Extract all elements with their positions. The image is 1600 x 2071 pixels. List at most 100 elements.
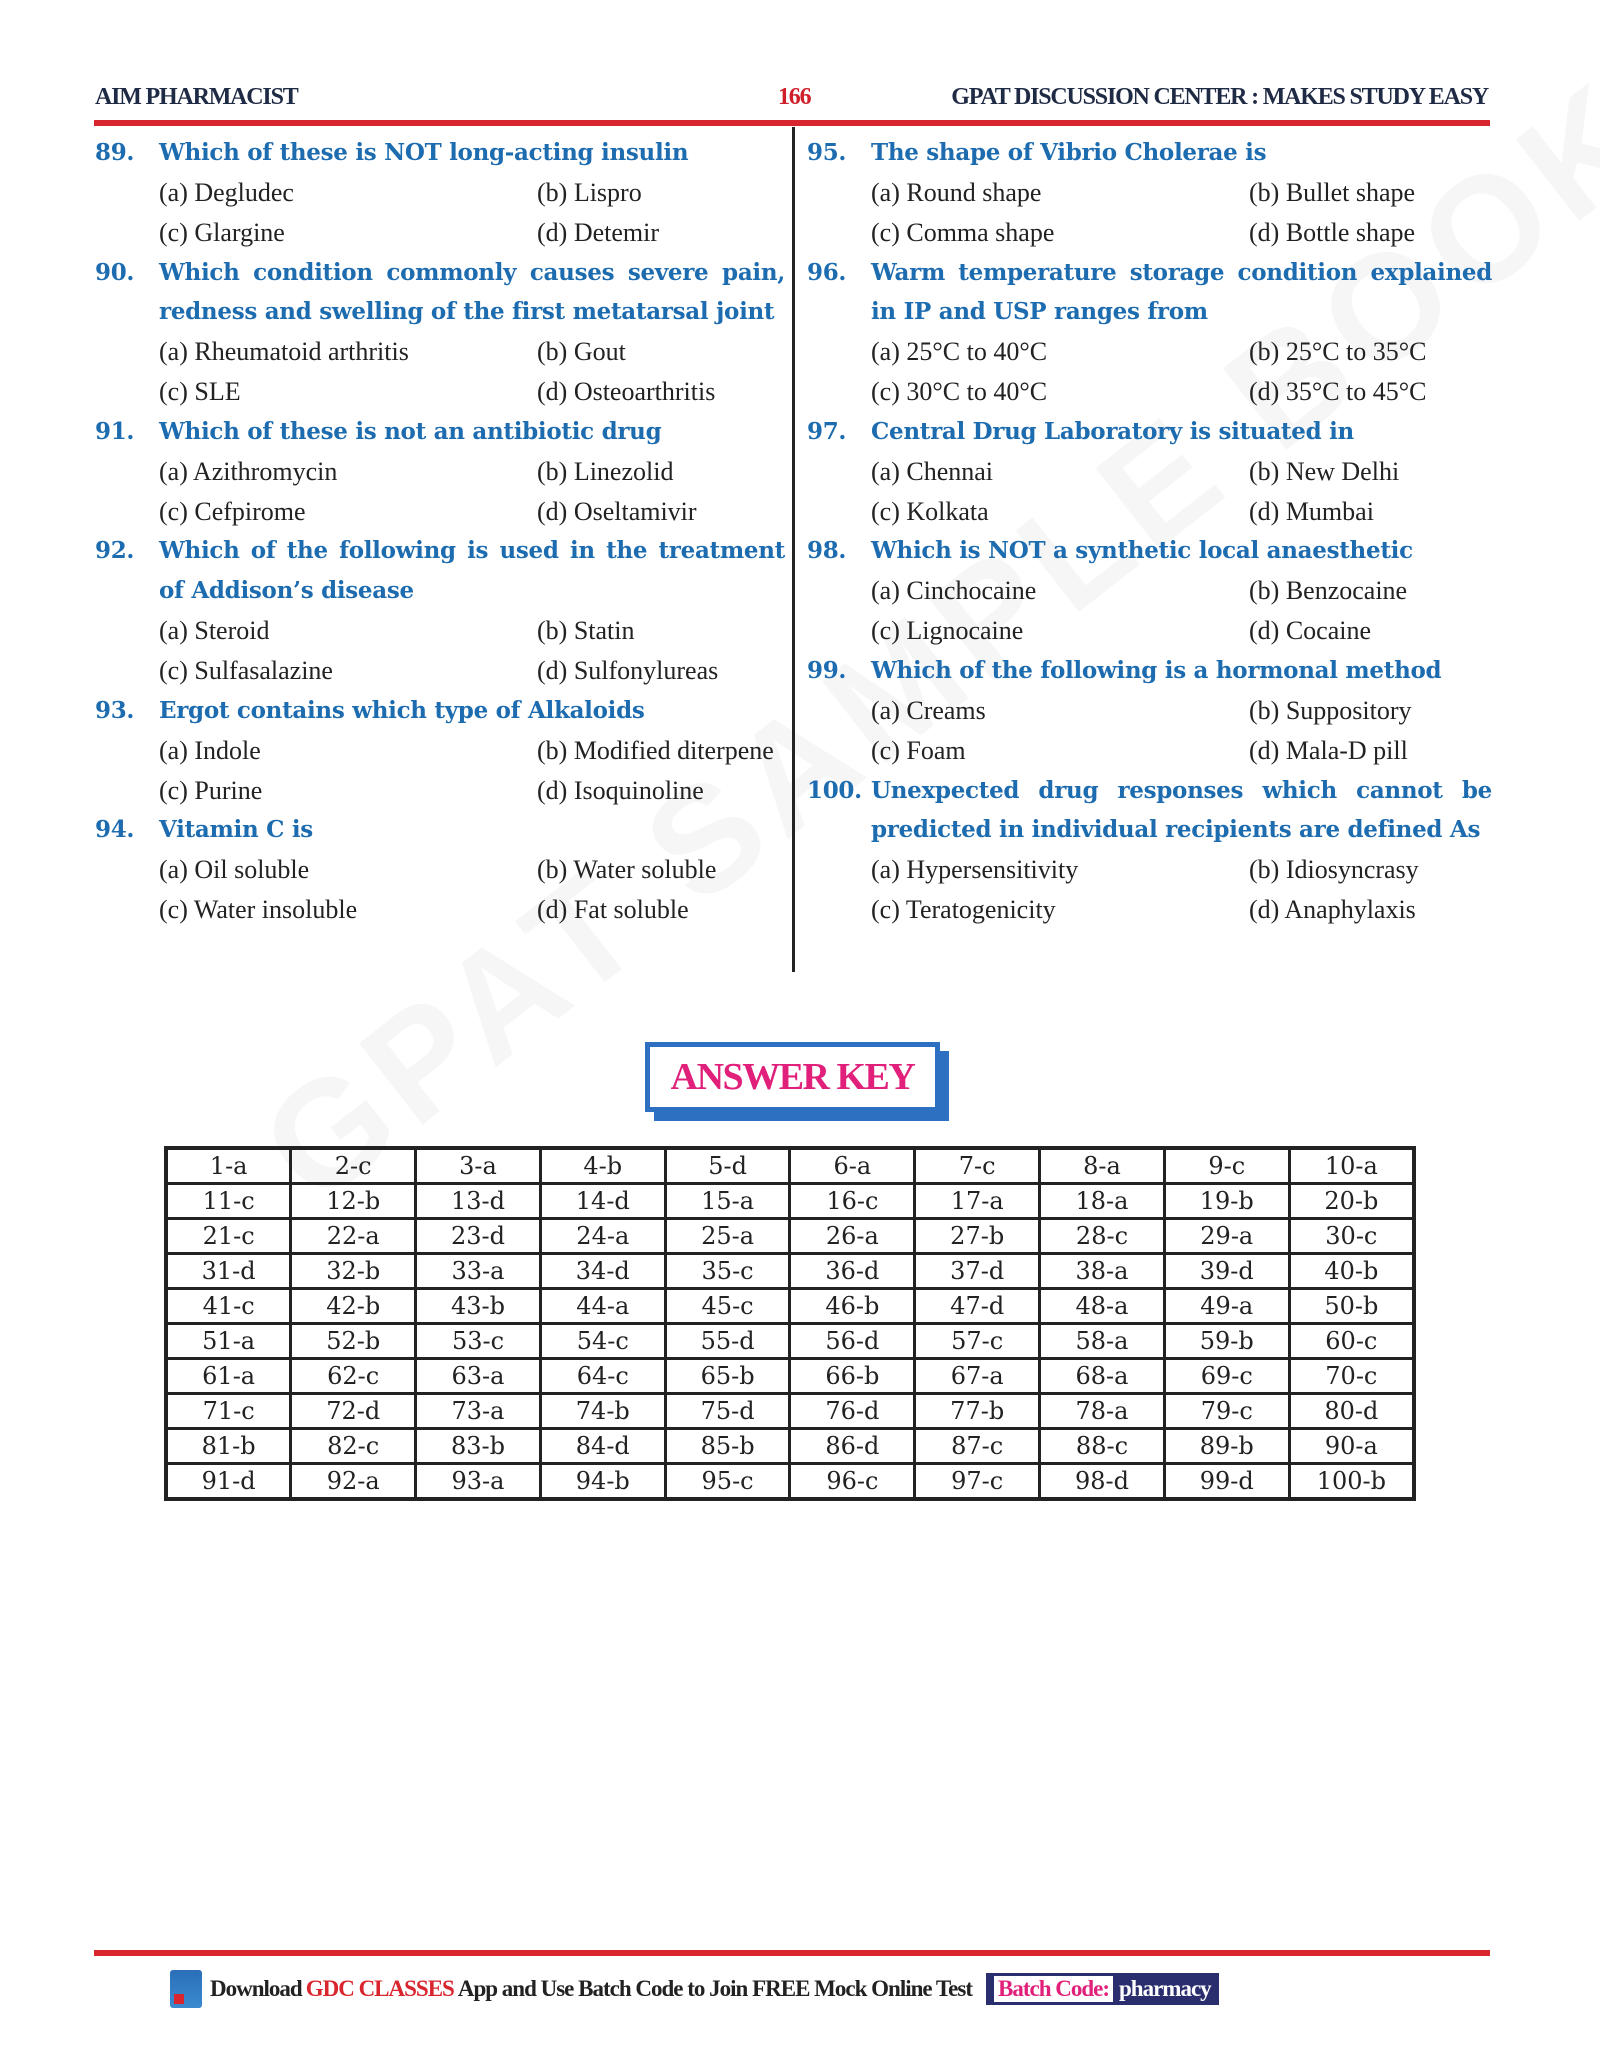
question-stem: The shape of Vibrio Cholerae is bbox=[871, 139, 1267, 166]
question-stem: Central Drug Laboratory is situated in bbox=[871, 417, 1354, 445]
answer-key-cell: 14-d bbox=[538, 1182, 667, 1220]
answer-key-cell: 25-a bbox=[663, 1217, 792, 1255]
question-text: 96. Warm temperature storage condition ex… bbox=[807, 253, 1492, 333]
answer-key-cell: 51-a bbox=[164, 1322, 293, 1360]
question-number: 90. bbox=[95, 258, 135, 286]
right-column: 95. The shape of Vibrio Cholerae is (a) Ro… bbox=[807, 133, 1492, 930]
answer-key-cell: 4-b bbox=[538, 1146, 667, 1185]
option: (a) Hypersensitivity bbox=[871, 855, 1079, 885]
options: (a) Hypersensitivity (b) Idiosyncrasy (c) … bbox=[807, 850, 1492, 930]
answer-key-row: 41-c 42-b 43-b 44-a 45-c 46-b 47-d 48-a 49-a 50-b bbox=[164, 1287, 1416, 1325]
question-stem: Ergot contains which type of Alkaloids bbox=[159, 696, 645, 724]
options: (a) Steroid (b) Statin (c) Sulfasalazine (d… bbox=[95, 611, 785, 691]
answer-key-cell: 8-a bbox=[1038, 1146, 1166, 1185]
answer-key-cell: 68-a bbox=[1038, 1357, 1166, 1395]
option: (c) Lignocaine bbox=[871, 616, 1024, 646]
option: (a) Indole bbox=[159, 735, 261, 765]
answer-key-cell: 55-d bbox=[663, 1322, 792, 1360]
question-block: 94. Vitamin C is (a) Oil soluble (b) Water … bbox=[95, 810, 785, 930]
answer-key-cell: 30-c bbox=[1287, 1217, 1416, 1255]
answer-key-cell: 62-c bbox=[289, 1357, 418, 1395]
option-row: (c) Kolkata (d) Mumbai bbox=[871, 492, 1492, 532]
answer-key-cell: 24-a bbox=[538, 1217, 667, 1255]
question-number: 100. bbox=[807, 776, 862, 804]
answer-key-cell: 70-c bbox=[1287, 1357, 1416, 1395]
answer-key-cell: 47-d bbox=[913, 1287, 1042, 1325]
options: (a) Cinchocaine (b) Benzocaine (c) Lignoca… bbox=[807, 571, 1492, 651]
option: (b) Bullet shape bbox=[1249, 177, 1416, 207]
option-row: (a) 25°C to 40°C (b) 25°C to 35°C bbox=[871, 332, 1492, 372]
option: (c) SLE bbox=[159, 377, 241, 407]
answer-key-cell: 20-b bbox=[1287, 1182, 1416, 1220]
option: (b) Modified diterpene bbox=[537, 735, 774, 765]
option: (b) Linezolid bbox=[537, 456, 674, 486]
option-row: (a) Indole (b) Modified diterpene bbox=[159, 731, 785, 771]
answer-key-cell: 45-c bbox=[663, 1287, 792, 1325]
answer-key-cell: 35-c bbox=[663, 1252, 792, 1290]
answer-key-row: 71-c 72-d 73-a 74-b 75-d 76-d 77-b 78-a 79-c 80-d bbox=[164, 1392, 1416, 1430]
option-row: (c) Foam (d) Mala-D pill bbox=[871, 731, 1492, 771]
left-column: 89. Which of these is NOT long-acting ins… bbox=[95, 133, 785, 930]
option: (d) 35°C to 45°C bbox=[1249, 377, 1427, 407]
option: (d) Cocaine bbox=[1249, 616, 1372, 646]
footer-banner: Download GDC CLASSES App and Use Batch C… bbox=[170, 1970, 1219, 2008]
answer-key-row: 21-c 22-a 23-d 24-a 25-a 26-a 27-b 28-c 29-a 30-c bbox=[164, 1217, 1416, 1255]
answer-key-cell: 83-b bbox=[414, 1427, 542, 1465]
answer-key-cell: 29-a bbox=[1162, 1217, 1291, 1255]
question-block: 98. Which is NOT a synthetic local anaest… bbox=[807, 531, 1492, 651]
answer-key-cell: 42-b bbox=[289, 1287, 418, 1325]
answer-key-cell: 17-a bbox=[913, 1182, 1042, 1220]
question-block: 96. Warm temperature storage condition ex… bbox=[807, 253, 1492, 412]
question-stem: Vitamin C is bbox=[159, 816, 313, 844]
option-row: (c) Sulfasalazine (d) Sulfonylureas bbox=[159, 651, 785, 691]
option-row: (a) Round shape (b) Bullet shape bbox=[871, 173, 1492, 213]
question-text: 97. Central Drug Laboratory is situated i… bbox=[807, 412, 1492, 452]
option: (a) Degludec bbox=[159, 177, 294, 207]
answer-key-cell: 88-c bbox=[1038, 1427, 1166, 1465]
answer-key-cell: 13-d bbox=[414, 1182, 542, 1220]
answer-key-cell: 65-b bbox=[663, 1357, 792, 1395]
answer-key-cell: 50-b bbox=[1287, 1287, 1416, 1325]
option: (c) Sulfasalazine bbox=[159, 655, 333, 685]
batch-code-value: pharmacy bbox=[1119, 1976, 1212, 2001]
option: (d) Mumbai bbox=[1249, 496, 1374, 526]
option: (c) Purine bbox=[159, 775, 263, 805]
answer-key-cell: 80-d bbox=[1287, 1392, 1416, 1430]
option: (d) Anaphylaxis bbox=[1249, 895, 1416, 925]
answer-key-cell: 2-c bbox=[289, 1146, 418, 1185]
option: (c) Kolkata bbox=[871, 496, 989, 526]
option: (d) Osteoarthritis bbox=[537, 377, 716, 407]
options: (a) Creams (b) Suppository (c) Foam (d) Mal… bbox=[807, 691, 1492, 771]
answer-key-title: ANSWER KEY bbox=[645, 1042, 940, 1112]
option: (c) 30°C to 40°C bbox=[871, 377, 1048, 407]
answer-key-cell: 59-b bbox=[1162, 1322, 1291, 1360]
option-row: (c) Water insoluble (d) Fat soluble bbox=[159, 890, 785, 930]
answer-key-cell: 96-c bbox=[788, 1462, 917, 1501]
question-stem: Which of the following is used in the tr… bbox=[159, 537, 785, 605]
question-text: 94. Vitamin C is bbox=[95, 810, 785, 850]
option: (a) Rheumatoid arthritis bbox=[159, 337, 409, 367]
question-block: 99. Which of the following is a hormonal … bbox=[807, 651, 1492, 771]
option: (a) Azithromycin bbox=[159, 456, 338, 486]
option-row: (a) Cinchocaine (b) Benzocaine bbox=[871, 571, 1492, 611]
option-row: (a) Rheumatoid arthritis (b) Gout bbox=[159, 332, 785, 372]
answer-key-cell: 11-c bbox=[164, 1182, 293, 1220]
option: (b) 25°C to 35°C bbox=[1249, 337, 1427, 367]
answer-key-cell: 87-c bbox=[913, 1427, 1042, 1465]
answer-key-cell: 15-a bbox=[663, 1182, 792, 1220]
option: (d) Sulfonylureas bbox=[537, 655, 719, 685]
options: (a) Degludec (b) Lispro (c) Glargine (d) De… bbox=[95, 173, 785, 253]
question-number: 95. bbox=[807, 139, 847, 166]
question-stem: Which condition commonly causes severe p… bbox=[159, 258, 785, 326]
question-block: 95. The shape of Vibrio Cholerae is (a) Ro… bbox=[807, 133, 1492, 253]
option: (d) Bottle shape bbox=[1249, 217, 1416, 247]
answer-key-cell: 31-d bbox=[164, 1252, 293, 1290]
option: (c) Teratogenicity bbox=[871, 895, 1056, 925]
answer-key-cell: 94-b bbox=[538, 1462, 667, 1501]
column-divider bbox=[792, 127, 795, 972]
answer-key-cell: 10-a bbox=[1287, 1146, 1416, 1185]
answer-key-cell: 32-b bbox=[289, 1252, 418, 1290]
footer-text: App and Use Batch Code to Join FREE Mock… bbox=[457, 1976, 973, 2001]
option: (d) Isoquinoline bbox=[537, 775, 704, 805]
option: (b) Lispro bbox=[537, 177, 642, 207]
